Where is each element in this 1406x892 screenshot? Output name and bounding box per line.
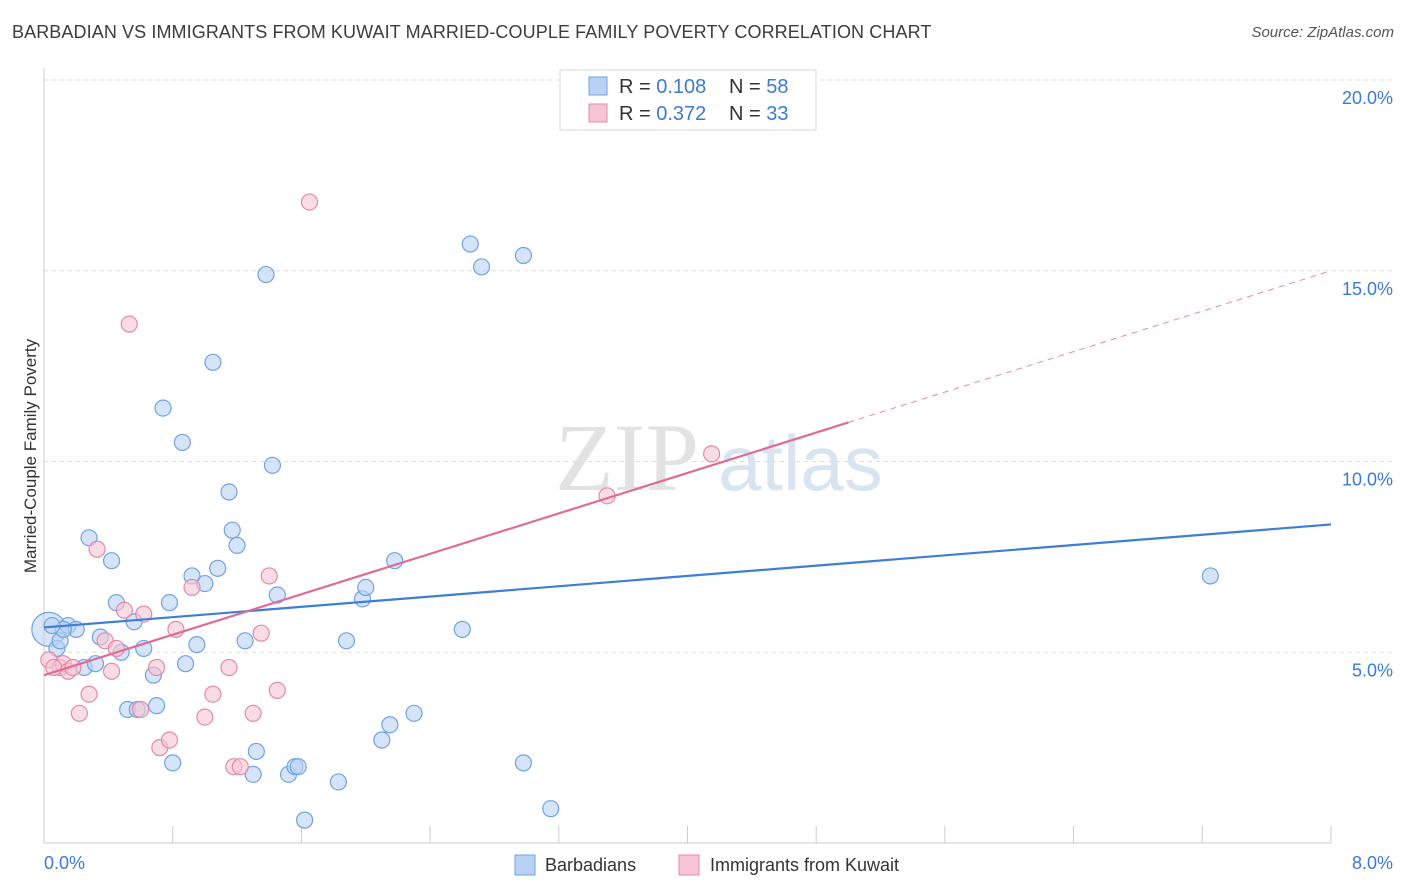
kuwait-point [183, 578, 201, 596]
watermark-zip: ZIP [555, 404, 699, 511]
trend-lines [43, 270, 1332, 677]
barbadian-point [148, 697, 166, 715]
barbadian-point [176, 655, 195, 673]
kuwait-point [252, 624, 270, 642]
barbadian-point [257, 265, 275, 284]
legend-bottom: Barbadians Immigrants from Kuwait [514, 854, 899, 876]
kuwait-trend-line [43, 421, 849, 677]
kuwait-point [268, 681, 286, 700]
svg-text:R = 0.108: R = 0.108 [619, 76, 706, 98]
barbadian-point [220, 483, 238, 501]
barbadian-point [296, 811, 314, 829]
legend-r-value-2: 0.372 [656, 103, 706, 125]
kuwait-point [120, 315, 138, 333]
y-tick-label-15: 15.0% [1342, 279, 1393, 299]
barbadian-point [160, 594, 179, 612]
barbadian-point [373, 731, 391, 749]
x-tick-label-max: 8.0% [1352, 853, 1393, 873]
barbadian-point [1201, 567, 1219, 585]
kuwait-point [220, 658, 238, 677]
chart-title: BARBADIAN VS IMMIGRANTS FROM KUWAIT MARR… [12, 22, 932, 42]
kuwait-point [204, 685, 222, 703]
barbadian-point [453, 620, 471, 638]
barbadian-point [405, 704, 423, 722]
kuwait-point [231, 758, 249, 776]
watermark: ZIP atlas [555, 404, 883, 511]
barbadian-point [209, 559, 227, 577]
barbadian-point [461, 235, 479, 253]
legend-bottom-swatch-kuwait[interactable] [678, 854, 700, 876]
legend-r-label-2: R = [619, 103, 656, 125]
barbadian-point [223, 521, 241, 539]
kuwait-point [80, 685, 98, 703]
kuwait-point [160, 731, 179, 749]
kuwait-point [131, 700, 150, 719]
barbadian-point [542, 800, 560, 818]
barbadian-point [154, 399, 172, 417]
y-tick-labels: 5.0% 10.0% 15.0% 20.0% [1342, 88, 1393, 680]
kuwait-point [102, 662, 121, 680]
barbadian-point [236, 632, 254, 650]
barbadian-point [337, 632, 356, 650]
barbadian-point [204, 353, 222, 371]
y-tick-label-20: 20.0% [1342, 88, 1393, 108]
legend-bottom-label-barbadians[interactable]: Barbadians [545, 855, 636, 875]
x-ticks [43, 826, 1332, 843]
barbadian-point [247, 742, 265, 761]
barbadian-point [268, 586, 286, 604]
legend-n-label-1: N = [729, 76, 766, 98]
y-tick-label-5: 5.0% [1352, 660, 1393, 680]
kuwait-point [196, 708, 214, 726]
barbadian-point [514, 246, 533, 265]
svg-text:N = 33: N = 33 [729, 103, 789, 125]
kuwait-point [88, 540, 106, 558]
barbadian-point [514, 754, 533, 772]
legend-bottom-label-kuwait[interactable]: Immigrants from Kuwait [710, 855, 899, 875]
legend-top: R = 0.108 N = 58 R = 0.372 N = 33 [559, 69, 817, 131]
watermark-atlas: atlas [718, 419, 883, 507]
legend-bottom-swatch-barbadians[interactable] [514, 854, 536, 876]
legend-r-label-1: R = [619, 76, 656, 98]
barbadian-point [173, 433, 191, 452]
x-tick-label-min: 0.0% [44, 853, 85, 873]
source-label: Source: ZipAtlas.com [1251, 24, 1394, 41]
kuwait-point [148, 658, 166, 677]
barbadian-point [188, 636, 206, 654]
legend-n-value-1: 58 [766, 76, 788, 98]
barbadian-point [244, 765, 262, 783]
svg-text:R = 0.372: R = 0.372 [619, 103, 706, 125]
kuwait-point [107, 639, 125, 658]
kuwait-point [115, 601, 134, 619]
barbadian-point [263, 456, 282, 474]
barbadian-point [289, 758, 307, 776]
kuwait-point [70, 704, 88, 722]
legend-swatch-barbadians [588, 76, 608, 96]
kuwait-trend-line-extrapolated [848, 270, 1332, 423]
barbadian-point [357, 578, 375, 596]
legend-r-value-1: 0.108 [656, 76, 706, 98]
legend-n-value-2: 33 [766, 103, 788, 125]
data-points [31, 193, 1219, 829]
svg-text:N = 58: N = 58 [729, 76, 789, 98]
kuwait-point [244, 704, 262, 722]
barbadian-point [329, 773, 348, 791]
legend-swatch-kuwait [588, 103, 608, 123]
barbadian-point [102, 552, 121, 570]
barbadian-point [472, 258, 491, 276]
kuwait-point [260, 567, 278, 585]
y-tick-label-10: 10.0% [1342, 470, 1393, 490]
gridlines [44, 79, 1393, 653]
barbadian-point [164, 754, 182, 772]
kuwait-point [300, 193, 319, 211]
barbadian-point [228, 536, 246, 555]
legend-n-label-2: N = [729, 103, 766, 125]
y-axis-label: Married-Couple Family Poverty [21, 338, 40, 573]
barbadian-point [381, 716, 399, 734]
kuwait-point [703, 445, 721, 463]
barbadian-trend-line [43, 523, 1332, 629]
